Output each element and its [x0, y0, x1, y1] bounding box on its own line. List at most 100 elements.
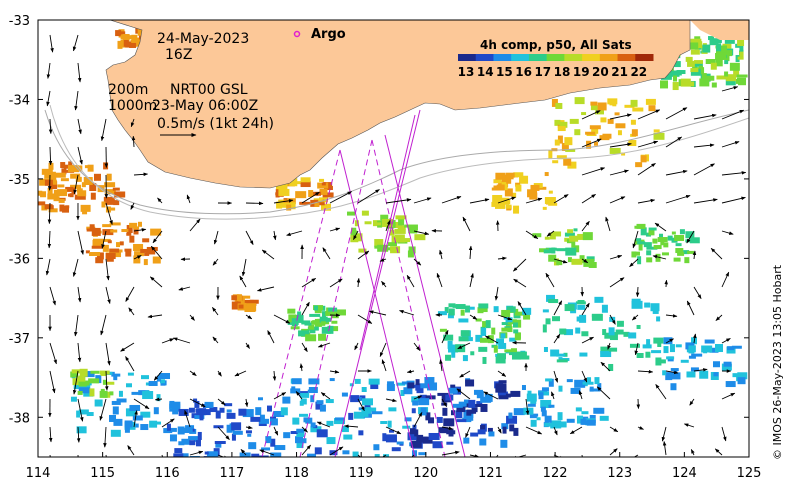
sst-pixel: [698, 65, 703, 69]
sst-pixel: [70, 371, 79, 378]
sst-pixel: [705, 59, 716, 65]
sst-pixel: [632, 107, 644, 112]
sst-pixel: [113, 200, 120, 206]
current-arrow: [161, 338, 175, 344]
sst-pixel: [310, 395, 315, 403]
current-arrow: [581, 336, 594, 344]
sst-pixel: [577, 233, 585, 240]
sst-pixel: [38, 201, 46, 206]
sst-pixel: [527, 403, 536, 407]
sst-pixel: [195, 438, 201, 447]
sst-pixel: [133, 255, 141, 264]
current-arrow: [212, 258, 219, 266]
sst-pixel: [291, 386, 296, 391]
sst-pixel: [645, 351, 651, 358]
current-arrow: [693, 198, 718, 204]
sst-pixel: [181, 438, 191, 445]
sst-pixel: [631, 298, 641, 304]
current-arrow: [665, 338, 674, 344]
sst-pixel: [300, 177, 311, 183]
sst-pixel: [354, 220, 359, 227]
sst-pixel: [669, 70, 680, 77]
sst-pixel: [266, 405, 272, 412]
sst-pixel: [635, 162, 643, 168]
sst-pixel: [674, 234, 685, 241]
sst-pixel: [552, 316, 561, 322]
current-arrow: [413, 412, 423, 428]
sst-pixel: [523, 312, 531, 320]
sst-pixel: [655, 253, 661, 262]
sst-pixel: [576, 316, 581, 322]
sst-pixel: [581, 331, 589, 337]
sst-pixel: [41, 168, 53, 175]
sst-pixel: [57, 189, 68, 197]
sst-pixel: [564, 137, 573, 146]
sst-pixel: [648, 105, 656, 112]
legend-swatch: [599, 54, 619, 61]
sst-pixel: [661, 252, 669, 256]
sst-pixel: [308, 378, 320, 385]
sst-pixel: [425, 395, 436, 400]
sst-pixel: [185, 425, 195, 431]
sst-pixel: [50, 181, 58, 190]
current-arrow: [715, 314, 723, 321]
sst-pixel: [648, 227, 657, 231]
sst-pixel: [323, 186, 333, 191]
x-tick-label: 124: [672, 466, 697, 481]
current-arrow: [468, 245, 473, 260]
current-arrow: [49, 34, 54, 53]
sst-pixel: [75, 176, 82, 182]
current-arrow: [553, 333, 561, 344]
sst-pixel: [510, 348, 517, 355]
sst-pixel: [110, 207, 116, 211]
current-arrow: [517, 301, 527, 316]
sst-pixel: [86, 412, 94, 417]
sst-pixel: [372, 220, 380, 227]
sst-pixel: [428, 432, 440, 440]
sst-pixel: [169, 401, 181, 409]
sst-pixel: [444, 307, 449, 314]
sst-pixel: [631, 129, 638, 137]
sst-pixel: [589, 388, 601, 392]
sst-pixel: [597, 102, 607, 111]
current-arrow: [631, 314, 639, 321]
sst-pixel: [99, 390, 108, 398]
current-arrow: [77, 398, 84, 422]
sst-pixel: [110, 429, 121, 437]
sst-pixel: [660, 80, 669, 89]
sst-pixel: [129, 405, 135, 412]
sst-pixel: [463, 437, 470, 444]
current-arrow: [320, 392, 331, 400]
sst-pixel: [283, 432, 291, 439]
sst-pixel: [239, 452, 251, 457]
sst-pixel: [512, 192, 517, 198]
legend-swatch: [458, 54, 477, 61]
sst-pixel: [398, 218, 405, 226]
x-tick-label: 114: [26, 466, 51, 481]
current-arrow: [457, 342, 471, 350]
sst-pixel: [394, 228, 406, 234]
sst-pixel: [62, 205, 70, 213]
current-arrow: [665, 370, 679, 375]
sst-pixel: [106, 257, 114, 262]
current-arrow: [212, 307, 219, 316]
current-arrow: [665, 169, 688, 176]
sst-pixel: [564, 329, 574, 336]
sst-pixel: [713, 372, 719, 377]
sst-pixel: [362, 398, 374, 406]
sst-pixel: [209, 407, 218, 413]
current-arrow: [301, 277, 317, 288]
current-arrow: [721, 230, 734, 235]
sst-pixel: [501, 309, 511, 317]
sst-pixel: [78, 383, 87, 387]
sst-pixel: [566, 418, 575, 423]
sst-pixel: [308, 189, 314, 197]
sst-pixel: [608, 363, 614, 371]
sst-pixel: [623, 331, 630, 337]
sst-pixel: [204, 401, 214, 408]
sst-pixel: [273, 410, 285, 417]
current-arrow: [46, 62, 51, 79]
sst-pixel: [118, 29, 125, 33]
current-arrow: [189, 218, 201, 232]
scale-label: 0.5m/s (1kt 24h): [157, 116, 274, 132]
